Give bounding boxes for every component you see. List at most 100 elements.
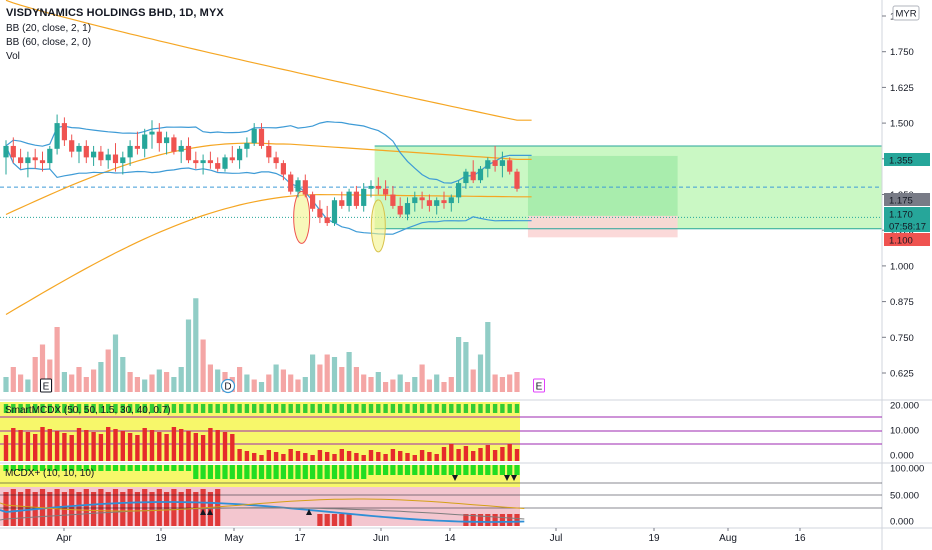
price-tag [884, 193, 930, 206]
bb20-upper-band [5, 120, 532, 184]
smartmcdx-red-bar [390, 449, 396, 461]
volume-bar [69, 374, 75, 392]
candle-body [346, 191, 352, 206]
price-tag-label: 1.175 [889, 196, 913, 207]
time-axis-label: 19 [648, 533, 660, 544]
highlight-oval [370, 199, 386, 253]
smartmcdx-red-bar [113, 429, 118, 461]
smartmcdx-green-bar [398, 404, 403, 413]
mcdx-red-bar [470, 514, 476, 526]
mcdx-red-bar [127, 489, 133, 526]
volume-bar [105, 349, 111, 392]
candle-body [156, 131, 162, 144]
smartmcdx-red-bar [40, 427, 45, 461]
mcdx-green-bar [412, 465, 418, 475]
candle-body [441, 200, 447, 204]
smartmcdx-green-bar [471, 404, 476, 413]
smartmcdx-red-bar [273, 452, 279, 461]
candle-body [149, 131, 155, 135]
smartmcdx-green-bar [200, 404, 206, 413]
mcdx-green-bar [273, 465, 279, 479]
volume-bar [499, 377, 505, 392]
volume-bar [171, 377, 177, 392]
smartmcdx-red-bar [237, 449, 242, 461]
candle-body [76, 145, 82, 152]
indicator-vol-label[interactable]: Vol [6, 51, 20, 62]
volume-bar [164, 372, 170, 392]
volume-bar [280, 369, 286, 392]
smartmcdx-green-bar [171, 404, 177, 413]
candle-body [295, 180, 301, 192]
candle-body [229, 157, 235, 161]
smartmcdx-red-bar [208, 428, 213, 461]
mcdx-red-bar [156, 489, 162, 526]
event-marker-earnings [40, 378, 52, 393]
volume-bar [317, 364, 323, 392]
smartmcdx-red-bar [354, 453, 359, 461]
candle-body [69, 140, 75, 152]
mcdx-red-bar [477, 514, 484, 526]
smartmcdx-green-bar [84, 404, 89, 413]
price-tag-label: 07:58:17 [889, 222, 926, 233]
candle-body [215, 163, 221, 169]
mcdx-red-bar [149, 492, 155, 526]
indicator-bb20-label[interactable]: BB (20, close, 2, 1) [6, 23, 92, 34]
mcdx-green-bar [477, 465, 484, 475]
mcdx-red-bar [507, 514, 513, 526]
mcdx-green-bar [368, 465, 374, 475]
mcdx-green-bar [142, 465, 148, 471]
volume-bar [47, 359, 53, 392]
volume-bar [310, 354, 316, 392]
volume-bar [25, 379, 31, 392]
candle-body [273, 157, 279, 164]
smartmcdx-red-bar [449, 444, 454, 461]
mcdx-red-bar [91, 492, 97, 526]
smartmcdx-red-bar [478, 448, 483, 461]
mcdx-green-bar [61, 465, 67, 471]
candle-body [514, 171, 520, 189]
time-axis-label: May [225, 533, 244, 544]
candle-body [492, 160, 498, 166]
smartmcdx-green-bar [317, 404, 323, 413]
price-tick-label: 0.750 [890, 333, 914, 344]
smartmcdx-red-bar [456, 449, 461, 461]
volume-bar [331, 357, 338, 392]
mcdx-green-bar [390, 465, 396, 475]
candle-body [456, 183, 462, 198]
smartmcdx-green-bar [303, 404, 308, 413]
smartmcdx-red-bar [47, 429, 52, 461]
smartmcdx-red-bar [106, 427, 111, 461]
mcdx-red-bar [10, 489, 16, 526]
volume-bar [419, 364, 425, 392]
volume-bar [251, 379, 257, 392]
mcdx-red-bar [346, 514, 352, 526]
mcdx-green-bar [339, 465, 345, 479]
smartmcdx-red-bar [84, 430, 89, 461]
smartmcdx-red-bar [215, 430, 220, 461]
mcdx-red-bar [185, 489, 192, 526]
smartmcdx-green-bar [69, 404, 74, 413]
smartmcdx-red-bar [186, 431, 191, 461]
mcdx-green-bar [419, 465, 425, 475]
smartmcdx-red-bar [11, 428, 16, 461]
smartmcdx-green-bar [434, 404, 439, 413]
smartmcdx-red-bar [252, 453, 257, 461]
candle-body [61, 123, 67, 141]
smartmcdx-red-bar [361, 455, 366, 461]
candle-body [390, 194, 396, 206]
smartmcdx-green-bar [500, 404, 505, 413]
mcdx-red-bar [142, 489, 148, 526]
volume-bar [200, 339, 206, 392]
volume-bar [83, 377, 89, 392]
indicator-bb60-label[interactable]: BB (60, close, 2, 0) [6, 37, 92, 48]
volume-bar [237, 367, 243, 392]
mcdx-red-bar [76, 492, 82, 526]
mcdx-green-bar [32, 465, 38, 471]
volume-bar [215, 369, 221, 392]
candle-body [266, 145, 272, 158]
candle-body [412, 197, 418, 204]
mcdx-green-bar [10, 465, 16, 471]
smartmcdx-green-bar [288, 404, 293, 413]
smartmcdx-red-bar [25, 432, 31, 461]
